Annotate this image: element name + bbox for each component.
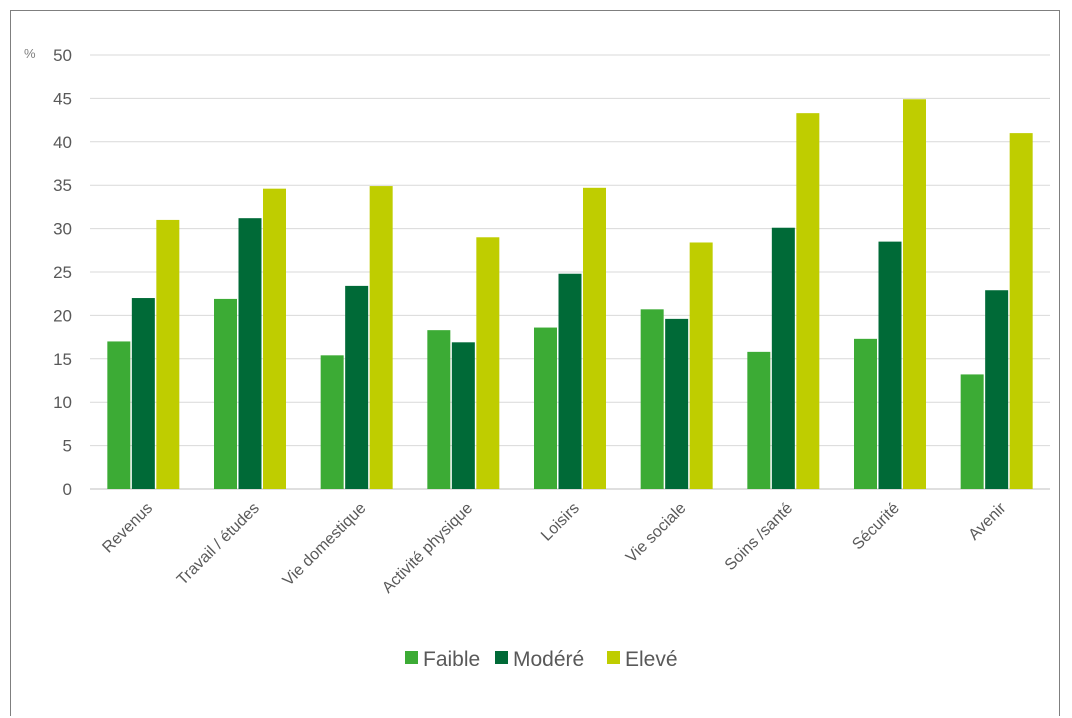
x-category-label: Sécurité (849, 500, 903, 554)
bar-faible (747, 351, 771, 489)
legend-label: Modéré (513, 648, 584, 671)
bar-eleve (369, 186, 393, 489)
bar-eleve (689, 242, 713, 489)
bar-faible (960, 374, 984, 489)
legend-item: Elevé (607, 648, 678, 671)
x-category-label: Soins /santé (722, 500, 796, 574)
bar-modere (345, 285, 369, 489)
y-tick-label: 40 (53, 133, 72, 152)
bar-eleve (263, 188, 286, 489)
y-tick-label: 5 (63, 437, 72, 456)
bar-modere (131, 298, 155, 489)
legend-swatch (607, 651, 620, 664)
bar-faible (427, 330, 451, 489)
bar-modere (558, 273, 582, 489)
bar-faible (320, 355, 344, 489)
y-tick-label: 25 (53, 263, 72, 282)
y-tick-label: 35 (53, 176, 72, 195)
y-tick-label: 0 (63, 480, 72, 499)
bar-modere (665, 318, 689, 489)
bar-modere (771, 227, 795, 489)
x-category-label: Avenir (966, 499, 1010, 543)
y-tick-label: 45 (53, 89, 72, 108)
x-axis: Revenus Travail / études Vie domestique Act… (99, 499, 1009, 596)
y-tick-label: 30 (53, 220, 72, 239)
y-tick-label: 20 (53, 306, 72, 325)
x-category-label: Vie sociale (623, 500, 690, 567)
bar-eleve (156, 219, 180, 490)
bar-faible (640, 309, 664, 489)
bar-modere (878, 241, 902, 489)
legend-label: Elevé (625, 648, 678, 671)
legend-swatch (405, 651, 418, 664)
legend-label: Faible (423, 648, 480, 671)
bar-faible (107, 341, 131, 489)
bar-modere (238, 218, 262, 489)
bar-eleve (796, 113, 820, 489)
y-tick-label: 15 (53, 350, 72, 369)
y-axis-unit-label: % (24, 46, 36, 61)
x-category-label: Travail / études (174, 500, 263, 589)
chart-frame (10, 10, 1060, 716)
bar-eleve (583, 187, 606, 489)
legend-item: Modéré (495, 648, 584, 671)
x-category-label: Vie domestique (280, 500, 370, 590)
x-category-label: Revenus (99, 500, 156, 557)
bar-eleve (476, 237, 500, 489)
bar-eleve (1009, 133, 1033, 489)
bar-faible (534, 327, 557, 489)
bars (107, 99, 1033, 490)
bar-modere (451, 342, 475, 489)
x-category-label: Activité physique (379, 500, 476, 597)
bar-faible (854, 338, 877, 489)
y-tick-label: 10 (53, 393, 72, 412)
x-category-label: Loisirs (538, 500, 583, 545)
legend-item: Faible (405, 648, 480, 671)
y-tick-label: 50 (53, 46, 72, 65)
legend-swatch (495, 651, 508, 664)
bar-faible (214, 298, 237, 489)
bar-eleve (903, 99, 926, 489)
legend: Faible Modéré Elevé (405, 648, 678, 671)
y-axis: 0 5 10 15 20 25 30 35 40 45 50 (53, 46, 72, 499)
bar-modere (985, 290, 1009, 489)
